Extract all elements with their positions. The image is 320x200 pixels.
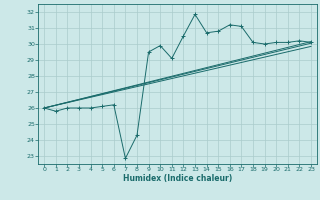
X-axis label: Humidex (Indice chaleur): Humidex (Indice chaleur) (123, 174, 232, 183)
